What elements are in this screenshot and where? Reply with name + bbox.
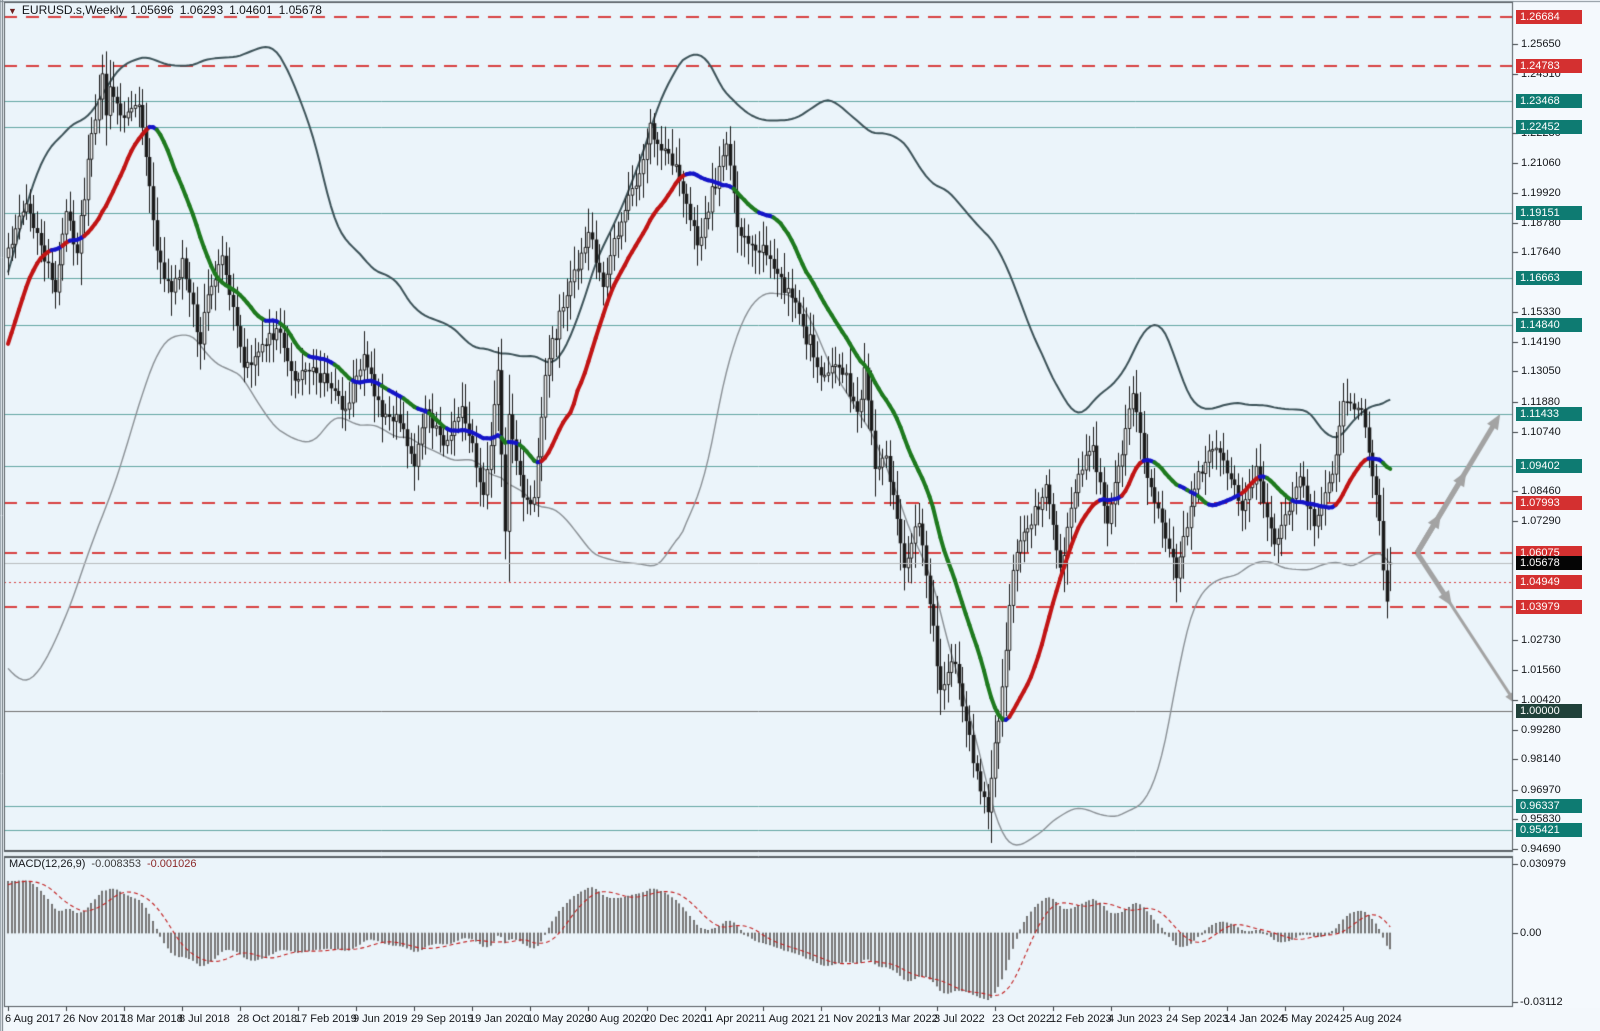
price-axis-tick-label: 1.08460: [1521, 485, 1561, 497]
macd-axis-tick-label: 0.030979: [1520, 858, 1566, 870]
price-level-badge: 1.03979: [1516, 600, 1582, 614]
price-axis-tick-label: 1.17640: [1521, 246, 1561, 258]
chart-title: ▼ EURUSD.s,Weekly 1.05696 1.06293 1.04601 1.0…: [8, 3, 322, 17]
date-axis-label: 28 Oct 2018: [237, 1013, 297, 1025]
price-axis-tick-label: 1.15330: [1521, 306, 1561, 318]
price-axis-tick-label: 0.98140: [1521, 753, 1561, 765]
price-axis-tick-label: 1.25650: [1521, 38, 1561, 50]
price-axis-tick-label: 1.10740: [1521, 426, 1561, 438]
price-level-badge: 0.95421: [1516, 823, 1582, 837]
date-axis-label: 12 Feb 2023: [1050, 1013, 1112, 1025]
symbol-marker-triangle-icon: ▼: [8, 6, 17, 16]
macd-indicator-label: MACD(12,26,9) -0.008353 -0.001026: [9, 858, 197, 870]
date-axis-label: 1 Aug 2021: [760, 1013, 816, 1025]
price-level-badge: 0.96337: [1516, 799, 1582, 813]
macd-axis-tick-label: -0.03112: [1520, 996, 1563, 1008]
price-axis-tick-label: 0.94690: [1521, 843, 1561, 855]
current-price-badge: 1.05678: [1516, 556, 1582, 570]
price-level-badge: 1.14840: [1516, 318, 1582, 332]
date-axis-label: 6 Aug 2017: [5, 1013, 61, 1025]
price-axis-tick-label: 1.11880: [1521, 396, 1560, 408]
bar-high-value: 1.06293: [179, 3, 224, 17]
macd-axis-tick-label: 0.00: [1520, 927, 1542, 939]
price-axis-tick-label: 1.13050: [1521, 365, 1561, 377]
price-level-badge: 1.07993: [1516, 496, 1582, 510]
price-level-badge: 1.23468: [1516, 94, 1582, 108]
date-axis-label: 21 Nov 2021: [818, 1013, 881, 1025]
date-axis-label: 8 Jul 2018: [179, 1013, 230, 1025]
bar-open-value: 1.05696: [130, 3, 174, 17]
date-axis-label: 20 Dec 2020: [644, 1013, 707, 1025]
date-axis-label: 11 Apr 2021: [702, 1013, 761, 1025]
bar-low-value: 1.04601: [229, 3, 273, 17]
price-level-badge: 1.16663: [1516, 271, 1582, 285]
price-axis-tick-label: 1.01560: [1521, 664, 1561, 676]
date-axis-label: 5 May 2024: [1282, 1013, 1340, 1025]
price-level-badge: 1.26684: [1516, 10, 1582, 24]
price-axis-tick-label: 0.99280: [1521, 724, 1561, 736]
macd-signal-value: -0.001026: [146, 858, 197, 870]
macd-name: MACD(12,26,9): [9, 858, 86, 870]
date-axis-label: 14 Jan 2024: [1224, 1013, 1285, 1025]
price-axis-tick-label: 1.00420: [1521, 694, 1561, 706]
price-level-badge: 1.09402: [1516, 459, 1582, 473]
date-axis-label: 25 Aug 2024: [1340, 1013, 1402, 1025]
price-axis-tick-label: 1.19920: [1521, 187, 1561, 199]
price-axis-tick-label: 0.96970: [1521, 784, 1561, 796]
price-axis-tick-label: 0.95830: [1521, 813, 1561, 825]
symbol-period-label: EURUSD.s,Weekly: [21, 3, 125, 17]
bar-close-value: 1.05678: [278, 3, 322, 17]
price-axis-tick-label: 1.02730: [1521, 634, 1561, 646]
price-level-badge: 1.19151: [1516, 206, 1582, 220]
date-axis-label: 23 Oct 2022: [992, 1013, 1052, 1025]
price-axis-tick-label: 1.07290: [1521, 515, 1561, 527]
date-axis-label: 4 Jun 2023: [1108, 1013, 1163, 1025]
price-level-badge: 1.22452: [1516, 120, 1582, 134]
date-axis-label: 26 Nov 2017: [63, 1013, 126, 1025]
date-axis-label: 19 Jan 2020: [469, 1013, 530, 1025]
price-level-badge: 1.24783: [1516, 59, 1582, 73]
price-axis-tick-label: 1.21060: [1521, 157, 1561, 169]
date-axis-label: 29 Sep 2019: [411, 1013, 474, 1025]
date-axis-label: 10 May 2020: [527, 1013, 591, 1025]
date-axis-label: 13 Mar 2022: [876, 1013, 938, 1025]
price-axis-tick-label: 1.18780: [1521, 217, 1561, 229]
macd-main-value: -0.008353: [91, 858, 141, 870]
date-axis-label: 9 Jun 2019: [353, 1013, 408, 1025]
date-axis-label: 30 Aug 2020: [585, 1013, 647, 1025]
price-level-badge: 1.11433: [1516, 407, 1582, 421]
price-level-badge: 1.00000: [1516, 704, 1582, 718]
price-axis-tick-label: 1.14190: [1521, 336, 1561, 348]
date-axis-label: 24 Sep 2023: [1166, 1013, 1229, 1025]
date-axis-label: 18 Mar 2018: [121, 1013, 183, 1025]
date-axis-label: 17 Feb 2019: [295, 1013, 357, 1025]
price-level-badge: 1.04949: [1516, 575, 1582, 589]
date-axis-label: 3 Jul 2022: [934, 1013, 985, 1025]
